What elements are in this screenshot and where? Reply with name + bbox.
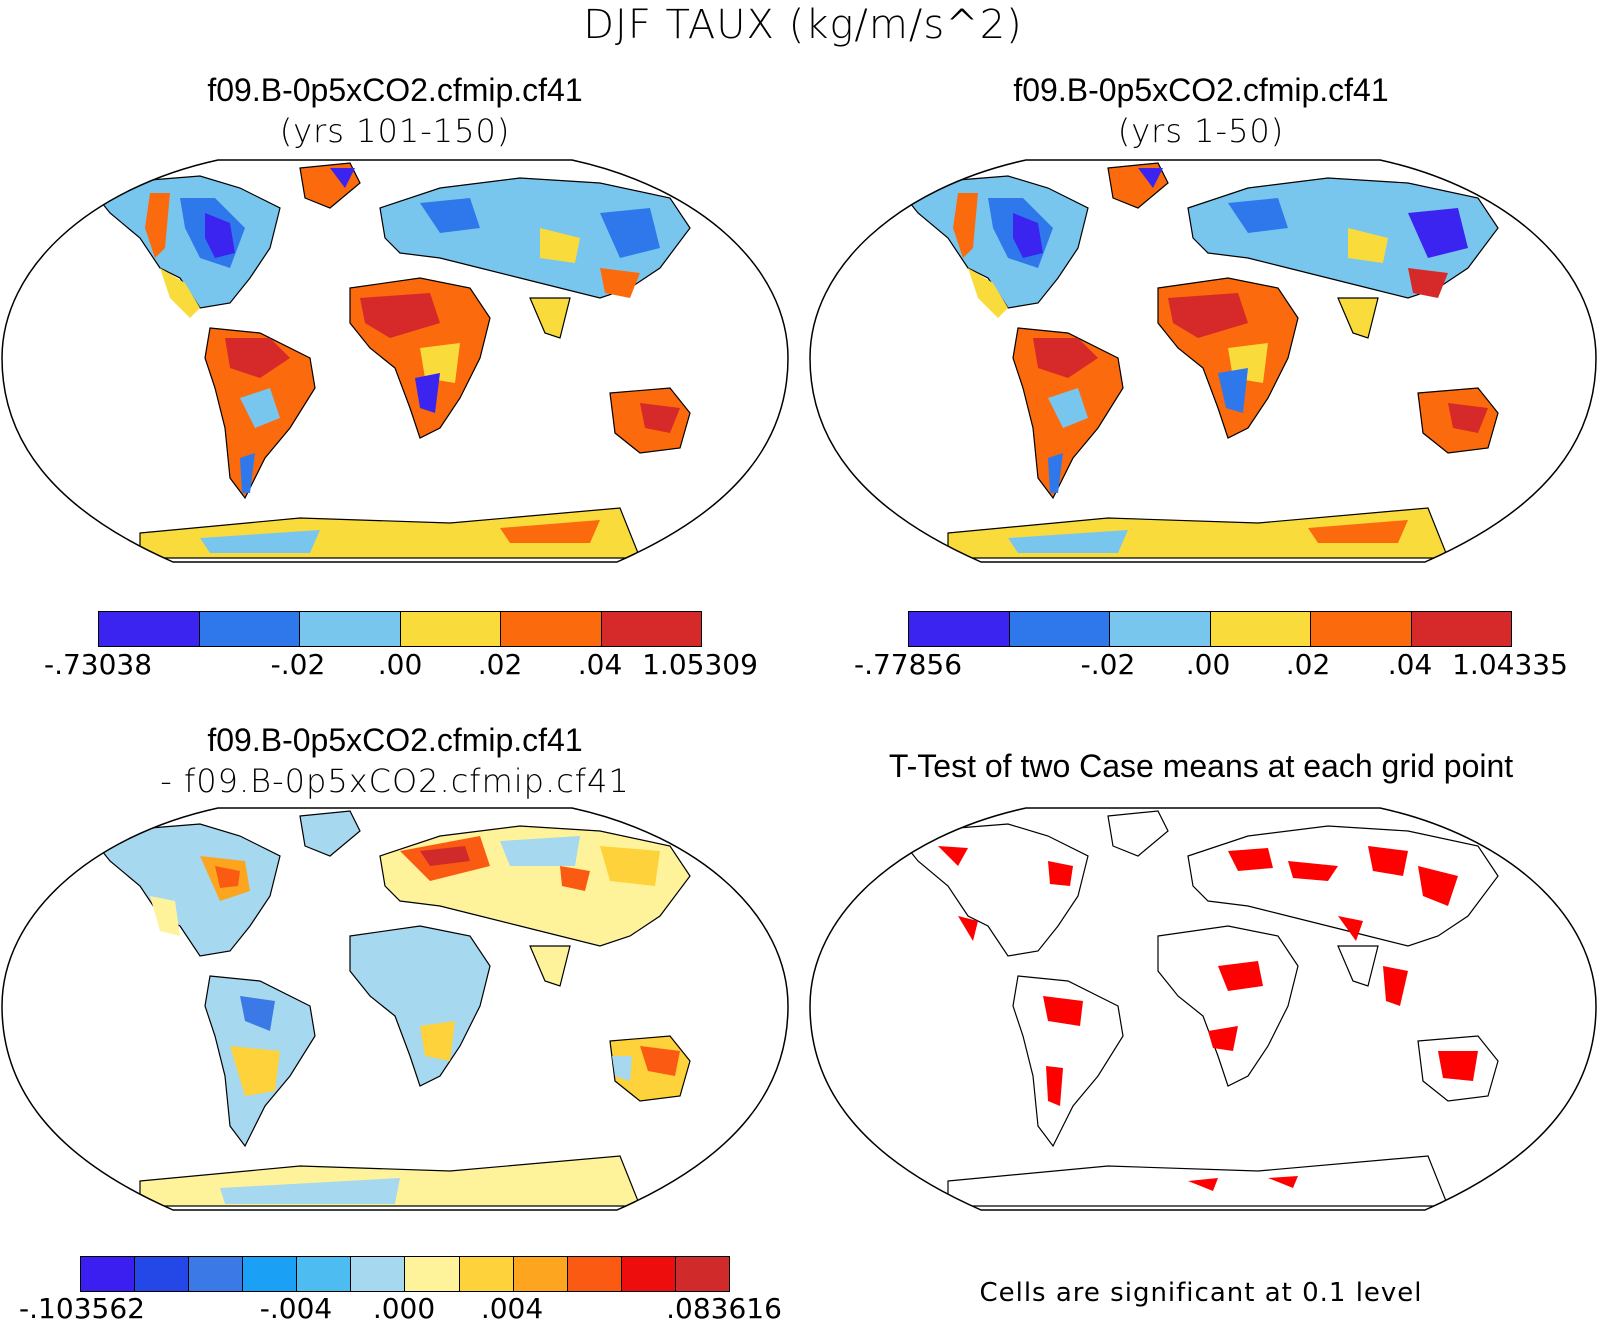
colorbar-swatch	[81, 1257, 136, 1291]
colorbar-label: -.103562	[19, 1292, 145, 1325]
colorbar-label: .004	[480, 1292, 544, 1325]
colorbar-swatch	[1110, 612, 1211, 646]
colorbar-swatch	[300, 612, 401, 646]
colorbar-swatch	[99, 612, 200, 646]
colorbar-swatch	[909, 612, 1010, 646]
figure-title: DJF TAUX (kg/m/s^2)	[583, 2, 1023, 48]
colorbar-label: -.73038	[43, 648, 153, 681]
colorbar-swatch	[405, 1257, 460, 1291]
panel-1-colorbar	[98, 611, 702, 647]
panel-2-colorbar	[908, 611, 1512, 647]
panel-1-title: f09.B-0p5xCO2.cfmip.cf41	[207, 72, 583, 108]
colorbar-swatch	[135, 1257, 190, 1291]
colorbar-label: -.77856	[853, 648, 963, 681]
panel-3-subtitle: - f09.B-0p5xCO2.cfmip.cf41	[160, 762, 630, 800]
panel-1-subtitle: (yrs 101-150)	[279, 112, 511, 150]
colorbar-label: .04	[1387, 648, 1433, 681]
colorbar-label: .02	[477, 648, 523, 681]
colorbar-label: .04	[577, 648, 623, 681]
significance-note: Cells are significant at 0.1 level	[979, 1278, 1423, 1308]
panel-2-subtitle: (yrs 1-50)	[1117, 112, 1285, 150]
panel-3-map	[1, 807, 789, 1211]
colorbar-label: -.02	[1080, 648, 1136, 681]
colorbar-label: .00	[377, 648, 423, 681]
colorbar-swatch	[601, 612, 701, 646]
colorbar-swatch	[189, 1257, 244, 1291]
panel-1-map	[1, 159, 789, 563]
colorbar-swatch	[567, 1257, 622, 1291]
panel-3-colorbar	[80, 1256, 730, 1292]
colorbar-swatch	[1210, 612, 1311, 646]
colorbar-label: -.004	[259, 1292, 333, 1325]
colorbar-swatch	[351, 1257, 406, 1291]
panel-2-map	[809, 159, 1597, 563]
colorbar-swatch	[243, 1257, 298, 1291]
colorbar-swatch	[1411, 612, 1511, 646]
colorbar-label: .000	[372, 1292, 436, 1325]
colorbar-swatch	[1009, 612, 1110, 646]
panel-4-title: T-Test of two Case means at each grid po…	[888, 748, 1514, 784]
colorbar-label: 1.05309	[642, 648, 758, 681]
colorbar-swatch	[501, 612, 602, 646]
colorbar-swatch	[459, 1257, 514, 1291]
colorbar-swatch	[199, 612, 300, 646]
colorbar-label: .083616	[666, 1292, 782, 1325]
colorbar-label: 1.04335	[1452, 648, 1568, 681]
colorbar-swatch	[297, 1257, 352, 1291]
colorbar-label: .00	[1185, 648, 1231, 681]
colorbar-swatch	[621, 1257, 676, 1291]
panel-2-title: f09.B-0p5xCO2.cfmip.cf41	[1013, 72, 1389, 108]
colorbar-swatch	[513, 1257, 568, 1291]
colorbar-swatch	[675, 1257, 729, 1291]
colorbar-swatch	[400, 612, 501, 646]
colorbar-label: .02	[1285, 648, 1331, 681]
panel-3-title: f09.B-0p5xCO2.cfmip.cf41	[207, 722, 583, 758]
colorbar-label: -.02	[270, 648, 326, 681]
colorbar-swatch	[1311, 612, 1412, 646]
north-america	[88, 175, 281, 309]
panel-4-map	[809, 807, 1597, 1211]
